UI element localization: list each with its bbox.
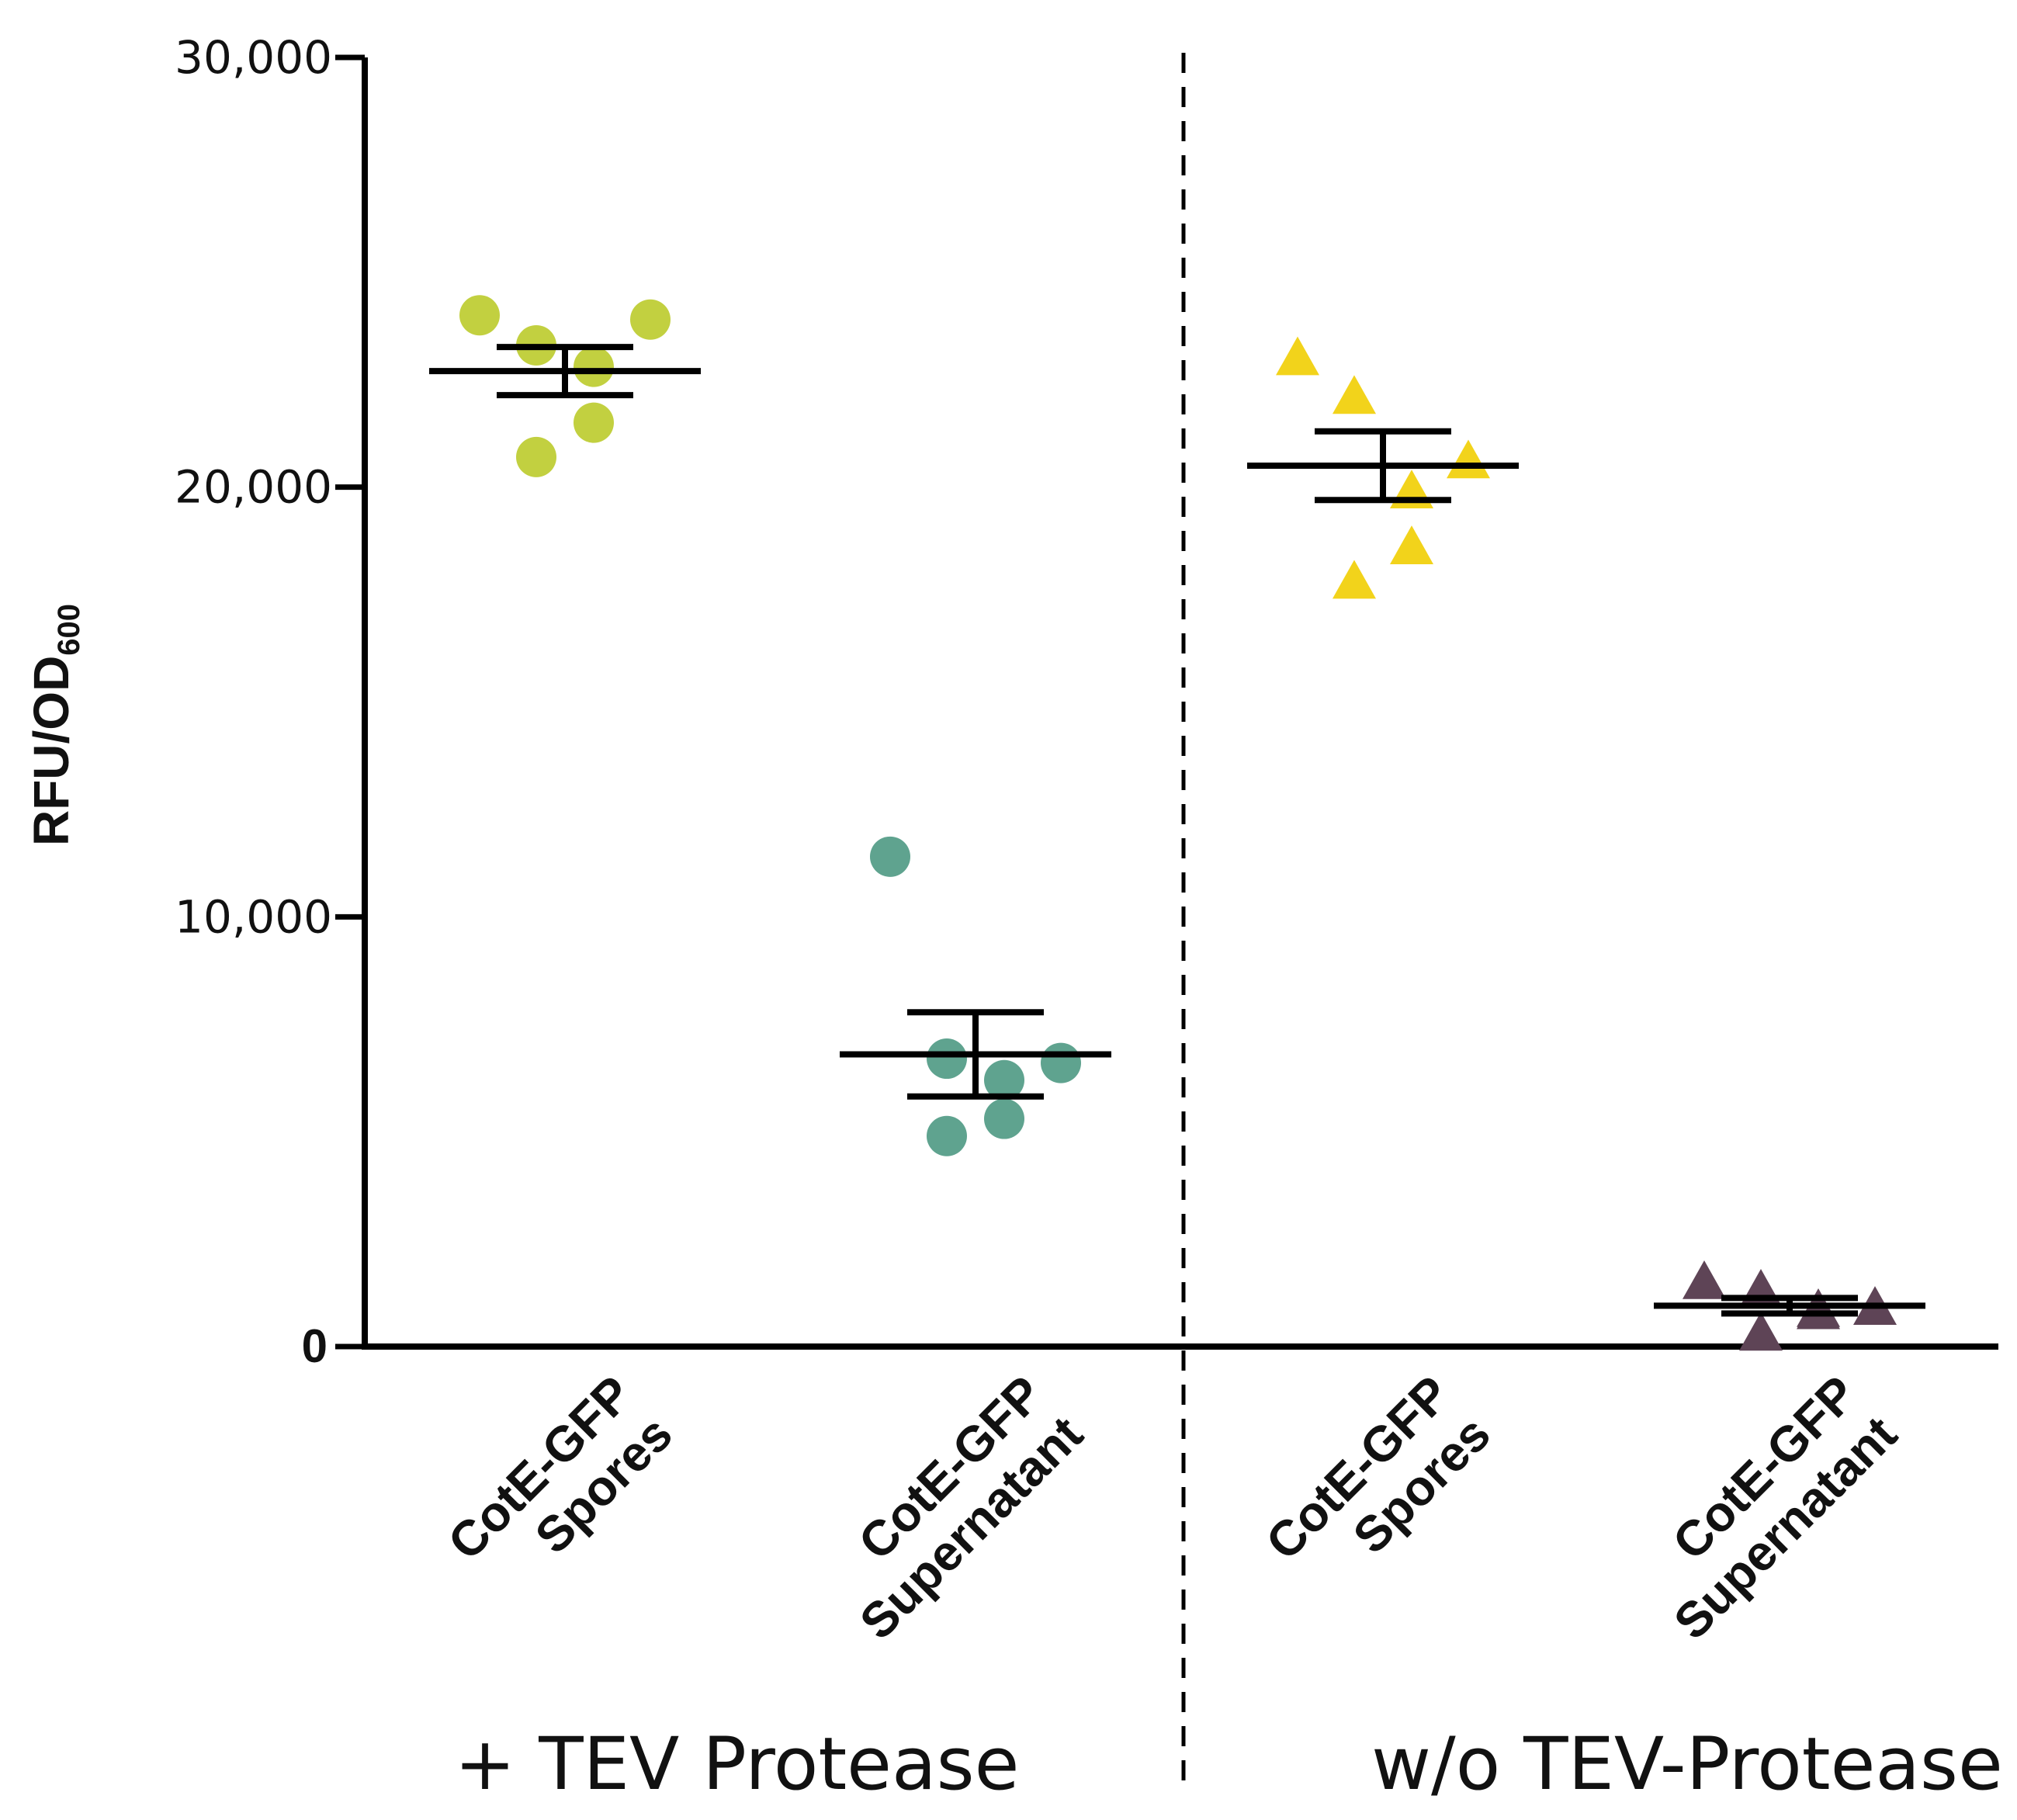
data-point — [574, 402, 614, 443]
y-tick-label: 30,000 — [175, 31, 332, 84]
data-point — [516, 436, 556, 477]
data-point — [1390, 525, 1433, 565]
data-point — [1333, 375, 1376, 414]
data-point — [459, 295, 500, 336]
data-point — [574, 346, 614, 387]
data-point — [1739, 1269, 1783, 1308]
data-point — [1739, 1312, 1783, 1351]
data-point — [927, 1038, 967, 1080]
data-point — [1333, 560, 1376, 599]
data-point — [984, 1098, 1024, 1139]
y-tick-label: 20,000 — [175, 461, 332, 514]
data-point — [870, 836, 910, 877]
data-point — [630, 299, 671, 340]
y-axis-title-main: RFU/OD — [23, 656, 79, 846]
y-axis-title: RFU/OD600 — [23, 604, 86, 846]
data-point — [1683, 1260, 1726, 1299]
group-label: w/o TEV-Protease — [1371, 1722, 2003, 1807]
data-point — [1041, 1042, 1081, 1083]
y-axis-title-subscript: 600 — [52, 604, 86, 656]
y-tick-label: 0 — [302, 1320, 328, 1372]
data-point — [927, 1115, 967, 1156]
data-point — [1276, 336, 1319, 376]
data-point — [1447, 439, 1490, 479]
data-point — [1797, 1290, 1840, 1329]
group-label: + TEV Protease — [455, 1722, 1020, 1807]
y-tick-label: 10,000 — [175, 890, 332, 943]
data-point — [984, 1059, 1024, 1101]
